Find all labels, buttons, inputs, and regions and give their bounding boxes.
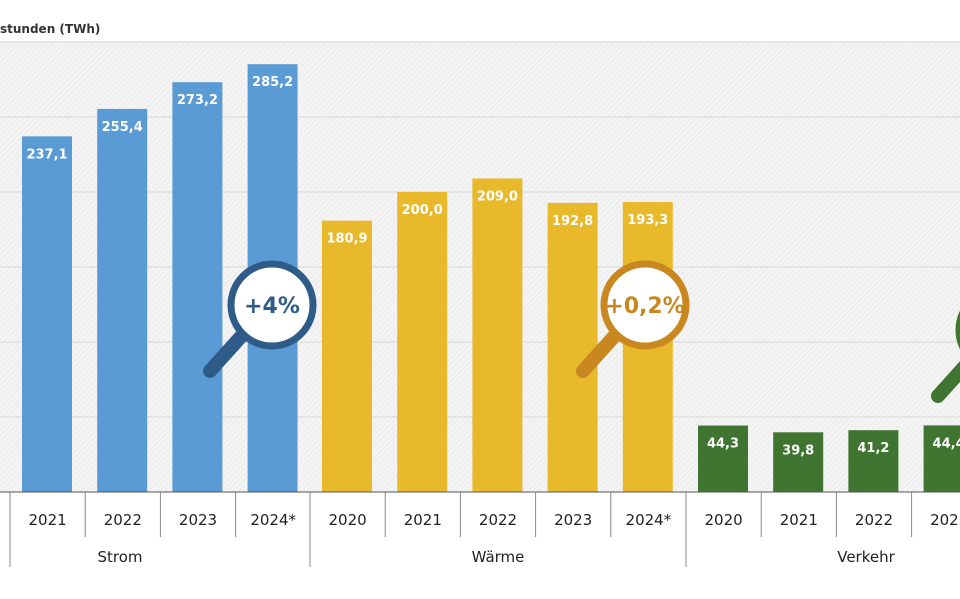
data-label: 209,0 <box>477 190 518 205</box>
x-tick-label: 2022 <box>104 511 142 529</box>
x-tick-label: 2024* <box>250 511 296 529</box>
change-label: +4% <box>244 294 300 319</box>
data-label: 41,2 <box>857 441 889 456</box>
bar <box>322 220 372 492</box>
magnifier-icon: +4% <box>203 260 317 378</box>
data-label: 255,4 <box>102 120 143 135</box>
x-tick-label: 2023 <box>179 511 217 529</box>
x-tick-label: 2023 <box>554 511 592 529</box>
data-label: 193,3 <box>627 213 668 228</box>
magnifier-handle <box>203 324 253 378</box>
y-axis-label: stunden (TWh) <box>0 22 101 36</box>
data-label: 44,4 <box>933 436 960 451</box>
x-tick-label: 2021 <box>29 511 67 529</box>
magnifier-lens <box>600 260 690 350</box>
data-label: 192,8 <box>552 214 593 229</box>
bar <box>547 202 598 493</box>
bar <box>397 192 448 492</box>
x-tick-label: 2024* <box>626 511 672 529</box>
bar <box>172 82 223 492</box>
group-label: Wärme <box>472 548 525 566</box>
bar <box>472 178 523 492</box>
data-label: 39,8 <box>782 443 814 458</box>
magnifier-lens <box>227 260 317 350</box>
change-label: +0,2% <box>605 294 684 319</box>
data-label: 285,2 <box>252 75 293 90</box>
group-label: Verkehr <box>837 548 895 566</box>
bar <box>773 432 824 492</box>
data-label: 237,1 <box>26 147 67 162</box>
magnifier-icon: +0,2% <box>576 260 690 378</box>
x-tick-label: 2022 <box>479 511 517 529</box>
bar <box>698 425 748 492</box>
data-label: 273,2 <box>177 93 218 108</box>
x-tick-label: 2023 <box>930 511 960 529</box>
x-tick-label: 2021 <box>404 511 442 529</box>
bar <box>923 425 960 492</box>
x-tick-label: 2021 <box>780 511 818 529</box>
magnifier-handle <box>931 361 960 403</box>
bar <box>97 108 148 493</box>
x-tick-label: 2022 <box>855 511 893 529</box>
bar <box>848 430 899 492</box>
group-label: Strom <box>97 548 142 566</box>
magnifier-handle <box>576 324 626 378</box>
x-tick-label: 2020 <box>329 511 367 529</box>
data-label: 200,0 <box>402 203 443 218</box>
data-label: 44,3 <box>707 437 739 452</box>
data-label: 180,9 <box>326 232 367 247</box>
bar <box>22 136 72 492</box>
x-tick-label: 2020 <box>705 511 743 529</box>
